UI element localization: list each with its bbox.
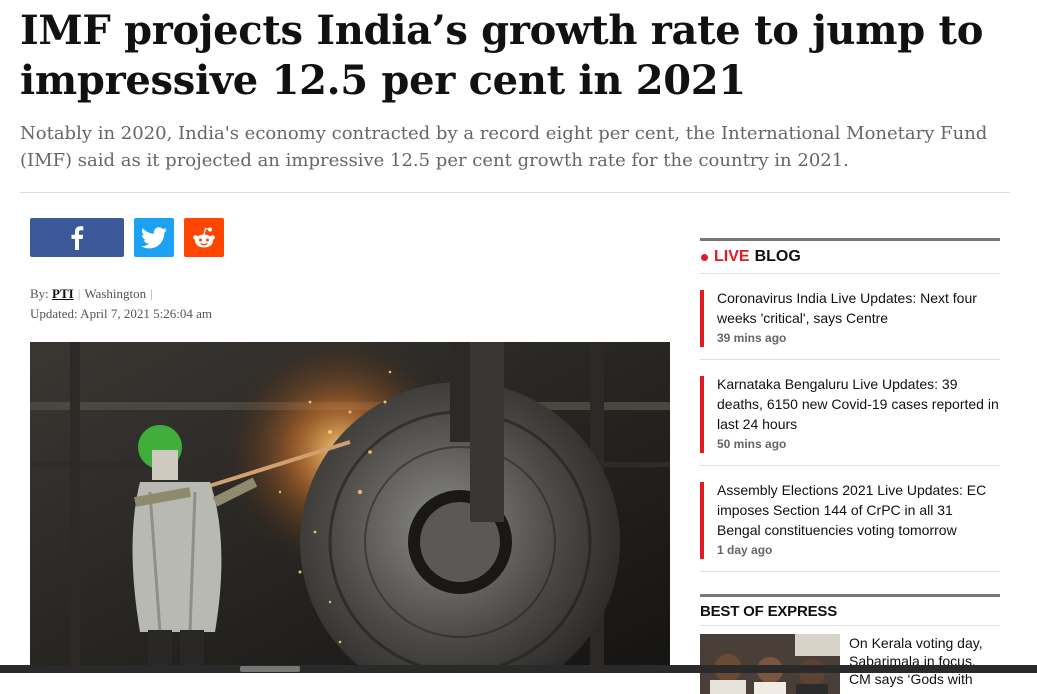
live-blog-item[interactable]: Assembly Elections 2021 Live Updates: EC…	[700, 466, 1000, 572]
live-indicator-bar	[700, 376, 704, 453]
scrollbar-thumb[interactable]	[240, 666, 300, 672]
facebook-share-button[interactable]	[30, 218, 124, 257]
author-link[interactable]: PTI	[52, 286, 74, 301]
live-blog-title[interactable]: Coronavirus India Live Updates: Next fou…	[717, 290, 977, 326]
live-blog-title[interactable]: Assembly Elections 2021 Live Updates: EC…	[717, 482, 987, 538]
twitter-share-button[interactable]	[134, 218, 174, 257]
live-blog-heading[interactable]: LIVE BLOG	[700, 241, 1000, 274]
best-of-express-item[interactable]: On Kerala voting day, Sabarimala in focu…	[700, 634, 1000, 694]
sidebar-rule	[700, 238, 1000, 241]
article-byline: By: PTI | Washington | Updated: April 7, 20…	[30, 284, 212, 324]
twitter-icon	[141, 226, 167, 248]
live-blog-title[interactable]: Karnataka Bengaluru Live Updates: 39 dea…	[717, 376, 999, 432]
header-divider	[20, 192, 1010, 193]
live-blog-time: 39 mins ago	[717, 331, 787, 345]
horizontal-scrollbar[interactable]	[0, 665, 1037, 673]
byline-by-label: By:	[30, 286, 49, 301]
reddit-icon	[193, 227, 215, 247]
best-of-express-heading[interactable]: BEST OF EXPRESS	[700, 597, 1000, 626]
byline-separator: |	[77, 286, 81, 301]
byline-separator: |	[150, 286, 153, 301]
sidebar-rule	[700, 594, 1000, 597]
live-dot-icon	[701, 253, 708, 261]
sidebar: LIVE BLOG Coronavirus India Live Updates…	[700, 238, 1000, 694]
reddit-share-button[interactable]	[184, 218, 224, 257]
live-blog-time: 50 mins ago	[717, 437, 787, 451]
article-photo	[30, 342, 670, 673]
live-label: LIVE	[714, 248, 750, 265]
facebook-icon	[71, 225, 84, 250]
byline-location: Washington	[84, 286, 147, 301]
best-item-title[interactable]: On Kerala voting day, Sabarimala in focu…	[849, 635, 983, 687]
blog-label: BLOG	[754, 248, 801, 265]
live-blog-time: 1 day ago	[717, 543, 773, 557]
live-blog-item[interactable]: Karnataka Bengaluru Live Updates: 39 dea…	[700, 360, 1000, 466]
article-headline: IMF projects India’s growth rate to jump…	[20, 7, 984, 104]
article-subheadline: Notably in 2020, India's economy contrac…	[20, 123, 988, 171]
best-of-express-section: BEST OF EXPRESS On Kerala voting day, Sa…	[700, 594, 1000, 694]
live-blog-item[interactable]: Coronavirus India Live Updates: Next fou…	[700, 274, 1000, 360]
live-indicator-bar	[700, 290, 704, 347]
best-item-thumbnail[interactable]	[700, 634, 840, 694]
live-indicator-bar	[700, 482, 704, 559]
updated-timestamp: Updated: April 7, 2021 5:26:04 am	[30, 306, 212, 321]
